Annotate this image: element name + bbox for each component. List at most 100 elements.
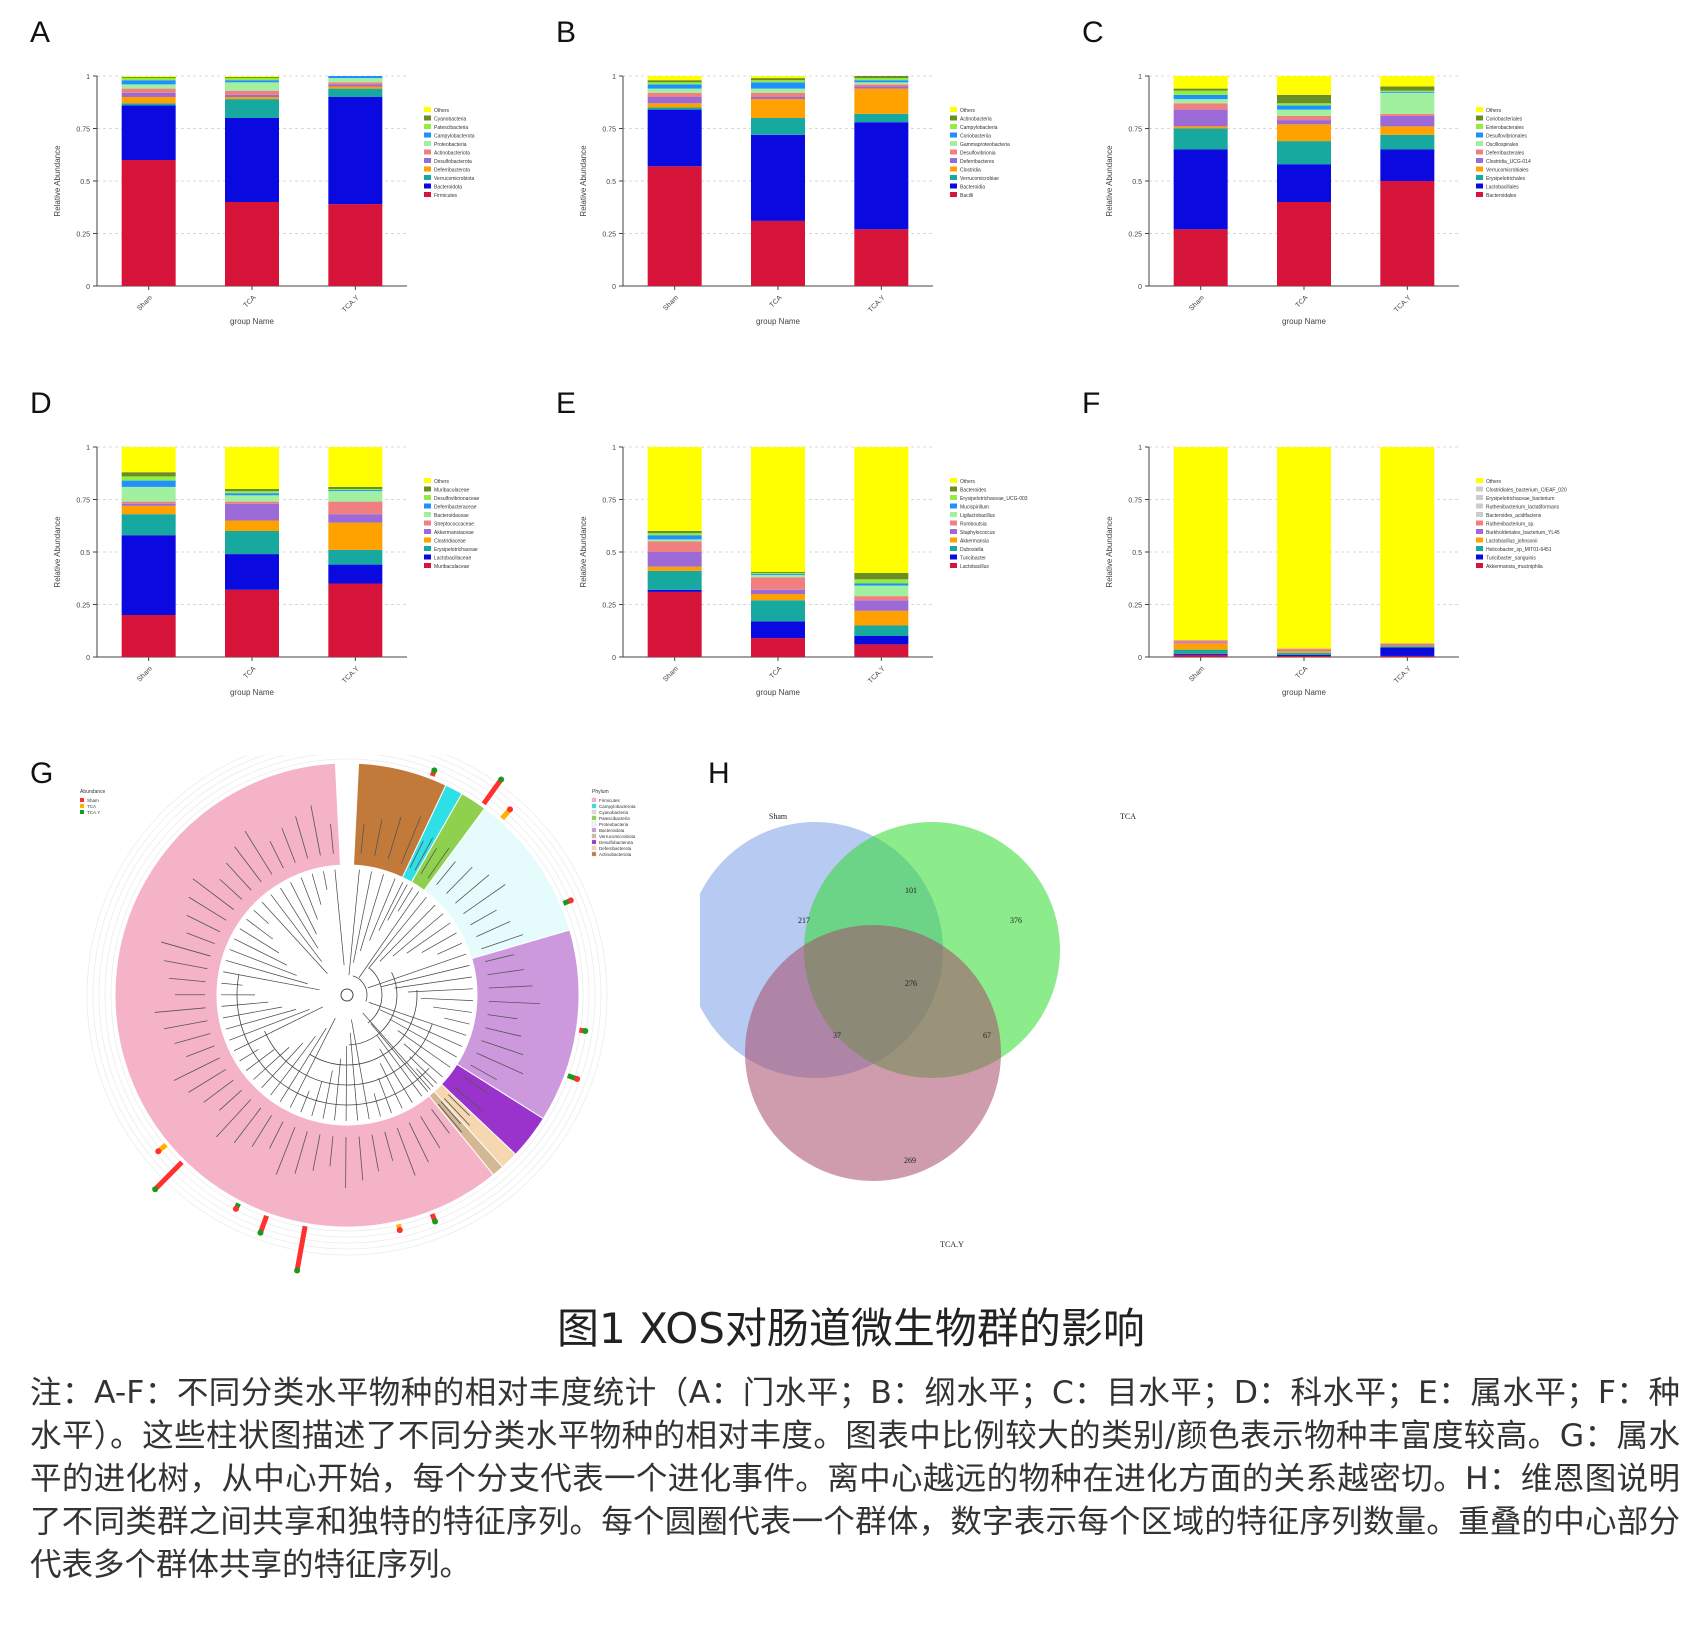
tree-branch — [367, 967, 383, 1024]
legend-swatch — [591, 851, 597, 857]
panel-letter: F — [1082, 387, 1101, 420]
bar-segment — [1173, 643, 1228, 650]
tree-branch — [300, 1090, 310, 1113]
bar-segment — [1277, 164, 1331, 202]
legend-swatch — [950, 520, 957, 526]
y-tick-label: 1 — [86, 74, 90, 81]
tip-label — [164, 1020, 208, 1030]
legend-swatch — [424, 546, 431, 551]
tree-branch — [370, 1023, 429, 1092]
bar-segment — [1277, 648, 1331, 650]
tip-label — [484, 954, 515, 963]
legend-label: Helicobacter_sp_MIT01-6451 — [1486, 547, 1552, 553]
x-tick-label: TCA — [243, 665, 258, 680]
tip-label — [431, 1108, 450, 1134]
legend-label: Turicibacter_sanguinis — [1486, 556, 1536, 562]
panel-letter: B — [556, 16, 577, 49]
tip-label — [186, 932, 215, 945]
y-tick-label: 0 — [612, 284, 616, 291]
bar-segment — [121, 160, 176, 286]
legend-label: Verrucomicrobiota — [434, 176, 475, 182]
legend-swatch — [1476, 132, 1483, 138]
tree-branch — [270, 894, 322, 962]
tree-branch — [311, 1081, 323, 1117]
bar-segment — [647, 84, 702, 89]
abundance-dot — [152, 1186, 159, 1193]
legend-swatch — [950, 512, 957, 517]
bar-segment — [854, 78, 909, 81]
legend-swatch — [950, 495, 957, 500]
figure-note: 注：A-F：不同分类水平物种的相对丰度统计（A：门水平；B：纲水平；C：目水平；… — [30, 1375, 1680, 1583]
legend-label: Proteobacteria — [599, 822, 629, 827]
bar-segment — [751, 638, 805, 657]
bar-segment — [121, 88, 176, 93]
x-tick-label: TCA.Y — [341, 665, 361, 685]
bar-segment — [1277, 654, 1331, 656]
tip-label — [470, 909, 497, 926]
y-tick-label: 0.5 — [606, 179, 616, 186]
tree-branch — [229, 949, 297, 976]
bar-segment — [1380, 646, 1435, 648]
bar-segment — [328, 204, 383, 286]
bar-segment — [854, 600, 909, 611]
bar-segment — [751, 589, 805, 594]
tip-label — [310, 805, 321, 856]
y-axis-label: Relative Abundance — [579, 145, 588, 217]
bar-segment — [751, 220, 805, 286]
legend-swatch — [950, 546, 957, 551]
y-tick-label: 1 — [612, 445, 616, 452]
abundance-dot — [232, 1205, 239, 1212]
x-tick-label: TCA — [1295, 294, 1310, 309]
legend-label: Deferribacterota — [599, 846, 632, 851]
y-tick-label: 0.25 — [602, 603, 616, 610]
bar-segment — [1173, 94, 1228, 100]
legend-label: Cyanobacteria — [599, 810, 629, 815]
bar-segment — [328, 564, 383, 584]
legend-swatch — [424, 115, 431, 121]
tip-label — [447, 1094, 470, 1116]
tip-label — [330, 823, 334, 854]
bar-segment — [225, 82, 279, 91]
legend-swatch — [1476, 158, 1483, 163]
tree-branch — [239, 928, 280, 954]
tip-label — [161, 941, 211, 957]
legend-swatch — [950, 529, 957, 534]
bar-segment — [854, 610, 909, 626]
legend-label: Ruthenibacterium_sp. — [1486, 522, 1535, 528]
bar-segment — [1380, 115, 1435, 127]
tree-branch — [415, 1068, 434, 1088]
bar-segment — [1380, 134, 1435, 150]
bar-segment — [647, 533, 702, 536]
legend-swatch — [1476, 529, 1483, 534]
y-tick-label: 1 — [1138, 445, 1142, 452]
y-tick-label: 0.75 — [602, 498, 616, 505]
bar-segment — [751, 82, 805, 89]
bar-segment — [751, 571, 805, 573]
legend-swatch — [950, 563, 957, 568]
legend-swatch — [1476, 107, 1483, 112]
legend-swatch — [424, 158, 431, 163]
bar-segment — [854, 636, 909, 645]
legend-label: Desulfovibrionia — [960, 151, 996, 157]
tip-label — [463, 1076, 489, 1094]
legend-label: Deferribacterota — [434, 168, 470, 174]
bar-segment — [328, 97, 383, 205]
bar-segment — [121, 615, 176, 657]
tree-branch — [261, 901, 328, 974]
y-tick-label: 0 — [86, 655, 90, 662]
x-tick-label: TCA.Y — [1393, 665, 1413, 685]
tree-branch — [334, 869, 345, 966]
bar-segment — [1380, 645, 1435, 647]
bar-segment — [1173, 99, 1228, 104]
legend-label: Burkholderiales_bacterium_YL45 — [1486, 530, 1560, 536]
bar-segment — [121, 514, 176, 536]
bar-segment — [1173, 447, 1228, 641]
bar-segment — [647, 541, 702, 552]
legend-title: Phylum — [592, 789, 609, 795]
tip-label — [476, 1052, 524, 1075]
venn-set-label: TCA — [1120, 812, 1136, 821]
tree-branch — [290, 882, 317, 935]
y-tick-label: 1 — [612, 74, 616, 81]
x-tick-label: TCA — [769, 665, 784, 680]
tree-branch — [379, 904, 436, 962]
